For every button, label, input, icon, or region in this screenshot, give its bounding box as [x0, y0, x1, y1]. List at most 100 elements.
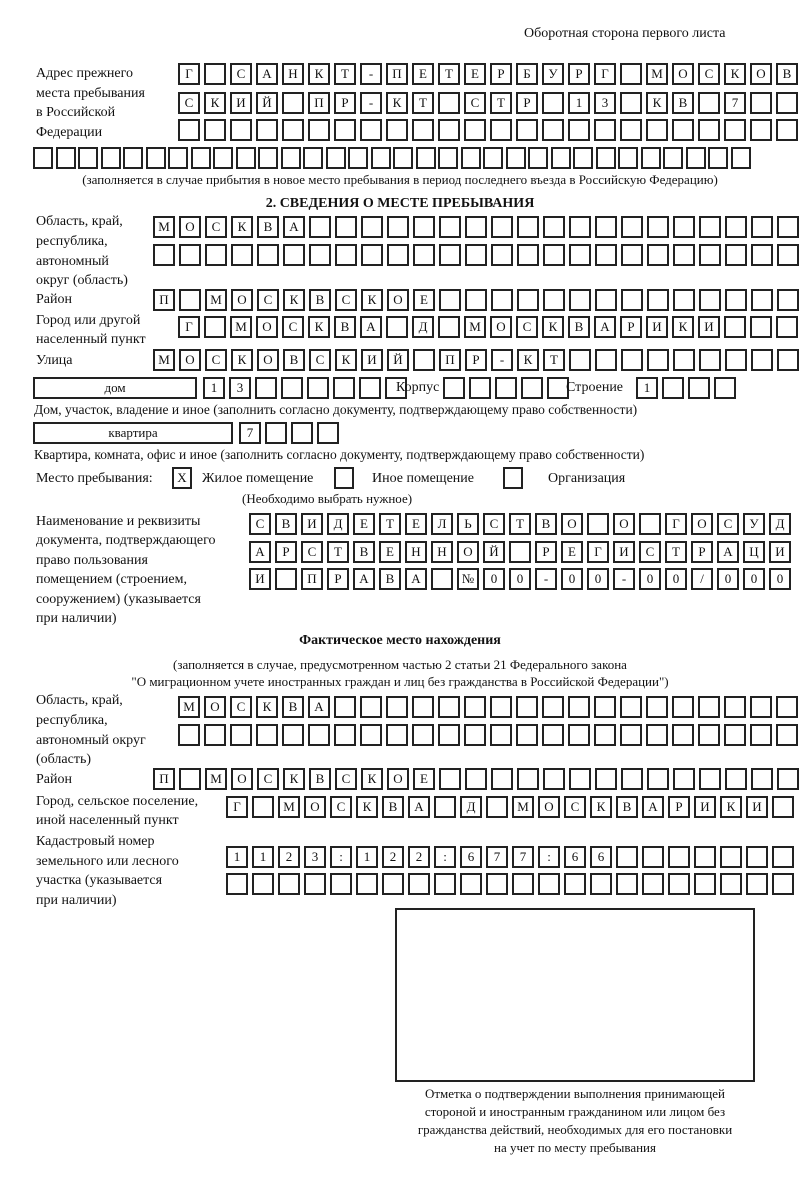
char-cell[interactable]	[153, 244, 175, 266]
char-cell[interactable]	[258, 147, 278, 169]
char-cell[interactable]: К	[356, 796, 378, 818]
char-cell[interactable]: Г	[594, 63, 616, 85]
char-cell[interactable]: И	[361, 349, 383, 371]
char-cell[interactable]: А	[642, 796, 664, 818]
char-cell[interactable]	[438, 696, 460, 718]
char-cell[interactable]: У	[542, 63, 564, 85]
char-cell[interactable]: 3	[229, 377, 251, 399]
char-cell[interactable]	[543, 244, 565, 266]
char-cell[interactable]: С	[309, 349, 331, 371]
char-cell[interactable]	[283, 244, 305, 266]
char-cell[interactable]: 7	[486, 846, 508, 868]
char-cell[interactable]: 2	[382, 846, 404, 868]
char-cell[interactable]: С	[717, 513, 739, 535]
char-cell[interactable]: С	[249, 513, 271, 535]
char-cell[interactable]	[483, 147, 503, 169]
char-cell[interactable]	[439, 768, 461, 790]
char-cell[interactable]: П	[153, 289, 175, 311]
char-cell[interactable]	[708, 147, 728, 169]
char-cell[interactable]	[386, 119, 408, 141]
char-cell[interactable]	[724, 316, 746, 338]
char-cell[interactable]	[486, 873, 508, 895]
char-cell[interactable]: В	[776, 63, 798, 85]
char-cell[interactable]	[509, 541, 531, 563]
char-cell[interactable]: Е	[379, 541, 401, 563]
char-cell[interactable]: К	[308, 63, 330, 85]
char-cell[interactable]	[33, 147, 53, 169]
char-cell[interactable]: Т	[438, 63, 460, 85]
char-cell[interactable]: С	[330, 796, 352, 818]
char-cell[interactable]	[699, 768, 721, 790]
char-cell[interactable]	[512, 873, 534, 895]
char-cell[interactable]	[668, 873, 690, 895]
char-cell[interactable]: П	[439, 349, 461, 371]
char-cell[interactable]	[178, 724, 200, 746]
char-cell[interactable]	[278, 873, 300, 895]
char-cell[interactable]	[639, 513, 661, 535]
char-cell[interactable]: 6	[564, 846, 586, 868]
char-cell[interactable]: Е	[464, 63, 486, 85]
char-cell[interactable]	[317, 422, 339, 444]
char-cell[interactable]	[491, 244, 513, 266]
char-cell[interactable]: Д	[412, 316, 434, 338]
char-cell[interactable]: Ь	[457, 513, 479, 535]
char-cell[interactable]	[439, 289, 461, 311]
char-cell[interactable]: Н	[282, 63, 304, 85]
char-cell[interactable]	[569, 244, 591, 266]
char-cell[interactable]	[282, 92, 304, 114]
char-cell[interactable]	[490, 696, 512, 718]
char-cell[interactable]: В	[309, 768, 331, 790]
char-cell[interactable]	[730, 147, 751, 169]
char-cell[interactable]: 1	[568, 92, 590, 114]
char-cell[interactable]	[673, 216, 695, 238]
char-cell[interactable]: К	[308, 316, 330, 338]
char-cell[interactable]	[413, 216, 435, 238]
char-cell[interactable]	[491, 289, 513, 311]
char-cell[interactable]: :	[538, 846, 560, 868]
char-cell[interactable]	[486, 796, 508, 818]
char-cell[interactable]	[439, 244, 461, 266]
char-cell[interactable]	[308, 724, 330, 746]
char-cell[interactable]: -	[491, 349, 513, 371]
char-cell[interactable]: О	[231, 768, 253, 790]
char-cell[interactable]	[431, 568, 453, 590]
char-cell[interactable]	[621, 244, 643, 266]
char-cell[interactable]: 1	[226, 846, 248, 868]
char-cell[interactable]	[460, 147, 481, 169]
char-cell[interactable]	[304, 873, 326, 895]
char-cell[interactable]: Т	[490, 92, 512, 114]
char-cell[interactable]	[465, 768, 487, 790]
char-cell[interactable]: О	[613, 513, 635, 535]
char-cell[interactable]	[386, 696, 408, 718]
char-cell[interactable]: В	[334, 316, 356, 338]
char-cell[interactable]: А	[283, 216, 305, 238]
char-cell[interactable]	[505, 147, 526, 169]
char-cell[interactable]: О	[490, 316, 512, 338]
char-cell[interactable]: К	[361, 289, 383, 311]
char-cell[interactable]: В	[282, 696, 304, 718]
char-cell[interactable]	[78, 147, 98, 169]
char-cell[interactable]	[464, 724, 486, 746]
char-cell[interactable]	[469, 377, 491, 399]
char-cell[interactable]: К	[231, 216, 253, 238]
char-cell[interactable]	[594, 696, 616, 718]
char-cell[interactable]: В	[568, 316, 590, 338]
char-cell[interactable]	[382, 873, 404, 895]
char-cell[interactable]: Е	[413, 768, 435, 790]
char-cell[interactable]	[412, 696, 434, 718]
char-cell[interactable]	[438, 119, 460, 141]
char-cell[interactable]: К	[720, 796, 742, 818]
char-cell[interactable]: С	[483, 513, 505, 535]
char-cell[interactable]	[620, 92, 642, 114]
char-cell[interactable]	[370, 147, 391, 169]
char-cell[interactable]: С	[335, 768, 357, 790]
char-cell[interactable]	[569, 216, 591, 238]
char-cell[interactable]	[213, 147, 233, 169]
char-cell[interactable]: В	[616, 796, 638, 818]
char-cell[interactable]: -	[360, 92, 382, 114]
char-cell[interactable]	[698, 92, 720, 114]
char-cell[interactable]	[413, 349, 435, 371]
char-cell[interactable]	[434, 796, 456, 818]
char-cell[interactable]	[438, 147, 458, 169]
char-cell[interactable]	[776, 119, 798, 141]
